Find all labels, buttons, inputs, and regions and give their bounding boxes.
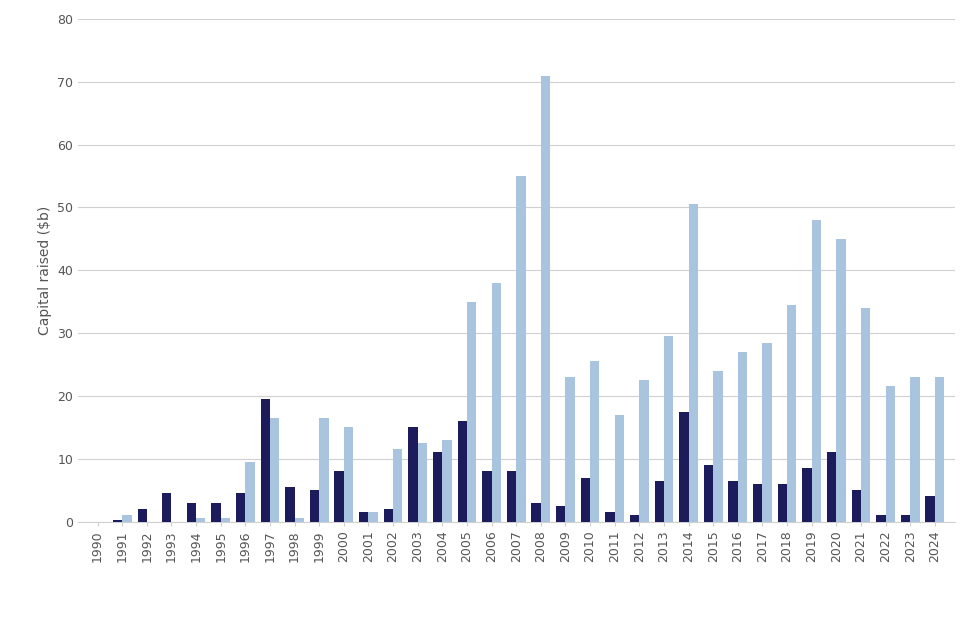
Bar xyxy=(418,443,427,522)
Bar xyxy=(753,484,763,522)
Bar xyxy=(639,380,649,522)
Y-axis label: Capital raised ($b): Capital raised ($b) xyxy=(38,205,52,335)
Bar xyxy=(384,509,393,522)
Bar xyxy=(359,512,368,522)
Bar xyxy=(664,336,673,522)
Bar xyxy=(261,399,270,522)
Bar xyxy=(679,411,689,522)
Bar xyxy=(187,502,196,522)
Bar xyxy=(704,465,713,522)
Bar xyxy=(655,481,664,522)
Bar xyxy=(590,361,599,522)
Bar xyxy=(777,484,787,522)
Bar xyxy=(516,176,526,522)
Bar xyxy=(861,308,871,522)
Bar xyxy=(763,343,771,522)
Bar xyxy=(113,520,123,522)
Bar xyxy=(606,512,615,522)
Bar xyxy=(506,471,516,522)
Bar xyxy=(162,494,171,522)
Bar xyxy=(482,471,492,522)
Bar xyxy=(393,449,402,522)
Bar xyxy=(368,512,378,522)
Bar xyxy=(221,518,230,522)
Bar xyxy=(630,515,639,522)
Bar xyxy=(294,518,304,522)
Bar xyxy=(910,377,919,522)
Bar xyxy=(467,301,476,522)
Bar xyxy=(123,515,131,522)
Bar xyxy=(556,506,566,522)
Bar xyxy=(729,481,738,522)
Bar xyxy=(196,518,206,522)
Bar xyxy=(408,427,418,522)
Bar xyxy=(566,377,575,522)
Bar xyxy=(581,478,590,522)
Bar xyxy=(433,452,442,522)
Bar xyxy=(285,487,294,522)
Bar xyxy=(270,418,280,522)
Bar xyxy=(877,515,885,522)
Bar xyxy=(245,462,255,522)
Bar xyxy=(492,283,501,522)
Legend: IPOs, SEOs: IPOs, SEOs xyxy=(446,630,586,636)
Bar xyxy=(541,76,550,522)
Bar xyxy=(787,305,797,522)
Bar xyxy=(925,496,935,522)
Bar xyxy=(458,421,467,522)
Bar xyxy=(901,515,910,522)
Bar xyxy=(211,502,221,522)
Bar xyxy=(738,352,747,522)
Bar xyxy=(851,490,861,522)
Bar xyxy=(532,502,541,522)
Bar xyxy=(713,371,723,522)
Bar xyxy=(837,239,845,522)
Bar xyxy=(442,440,452,522)
Bar xyxy=(236,494,245,522)
Bar xyxy=(137,509,147,522)
Bar xyxy=(935,377,944,522)
Bar xyxy=(310,490,319,522)
Bar xyxy=(689,204,698,522)
Bar xyxy=(334,471,344,522)
Bar xyxy=(344,427,354,522)
Bar xyxy=(827,452,837,522)
Bar xyxy=(319,418,328,522)
Bar xyxy=(811,220,821,522)
Bar xyxy=(803,468,811,522)
Bar xyxy=(885,387,895,522)
Bar xyxy=(615,415,624,522)
